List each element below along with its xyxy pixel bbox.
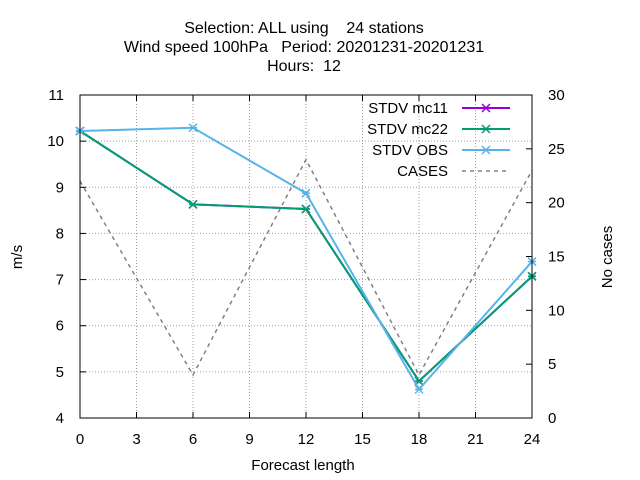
y2-tick-label: 25	[548, 141, 565, 158]
title-line-2: Wind speed 100hPa Period: 20201231-20201…	[124, 39, 484, 56]
data-point-stdv-obs	[414, 384, 424, 394]
chart-title: Selection: ALL using 24 stations Wind sp…	[124, 20, 484, 75]
legend-label-stdv-mc22: STDV mc22	[367, 121, 448, 138]
y-tick-label: 4	[56, 410, 64, 427]
title-line-1: Selection: ALL using 24 stations	[184, 20, 424, 37]
y-axis-label: m/s	[9, 245, 26, 269]
y-tick-label: 7	[56, 272, 64, 289]
x-tick-label: 3	[132, 431, 140, 448]
y2-tick-label: 10	[548, 302, 565, 319]
y-tick-label: 9	[56, 179, 64, 196]
series-lines	[75, 123, 537, 394]
y2-tick-label: 30	[548, 87, 565, 104]
data-point-stdv-mc22	[301, 204, 311, 214]
series-line-stdv-mc11	[79, 130, 533, 383]
series-line-stdv-mc22	[79, 130, 533, 383]
series-line-cases	[79, 157, 533, 377]
y-tick-label: 10	[47, 133, 64, 150]
y2-tick-label: 5	[548, 356, 556, 373]
legend-marker-stdv-mc22	[481, 124, 491, 134]
x-tick-label: 6	[189, 431, 197, 448]
data-point-stdv-obs	[188, 123, 198, 133]
title-line-3: Hours: 12	[267, 58, 341, 75]
x-tick-label: 15	[354, 431, 371, 448]
y-tick-label: 6	[56, 318, 64, 335]
data-point-stdv-obs	[301, 188, 311, 198]
x-tick-label: 0	[76, 431, 84, 448]
plot-frame	[79, 94, 533, 419]
y2-tick-label: 20	[548, 195, 565, 212]
data-point-stdv-mc22	[188, 199, 198, 209]
legend-label-stdv-obs: STDV OBS	[372, 142, 448, 159]
x-tick-label: 18	[411, 431, 428, 448]
y-tick-label: 5	[56, 364, 64, 381]
y-tick-label: 11	[48, 87, 64, 104]
x-tick-label: 24	[524, 431, 541, 448]
x-tick-label: 9	[245, 431, 253, 448]
x-axis-label: Forecast length	[251, 457, 354, 474]
legend-label-stdv-mc11: STDV mc11	[368, 100, 448, 117]
legend-label-cases: CASES	[397, 163, 448, 180]
y2-axis-label: No cases	[599, 226, 616, 289]
legend: STDV mc11 STDV mc22 STDV OBS CASES	[367, 100, 510, 180]
legend-marker-stdv-obs	[481, 145, 491, 155]
x-tick-label: 12	[298, 431, 315, 448]
y2-tick-label: 15	[548, 249, 565, 266]
x-tick-label: 21	[467, 431, 484, 448]
tick-labels: 0 3 6 9 12 15 18 21 24 4 5 6 7 8 9 10 11 0 5 10 15 20 25 30	[47, 87, 564, 448]
grid-lines	[80, 95, 532, 418]
y-tick-label: 8	[56, 225, 64, 242]
y2-tick-label: 0	[548, 410, 556, 427]
legend-marker-stdv-mc11	[481, 103, 491, 113]
